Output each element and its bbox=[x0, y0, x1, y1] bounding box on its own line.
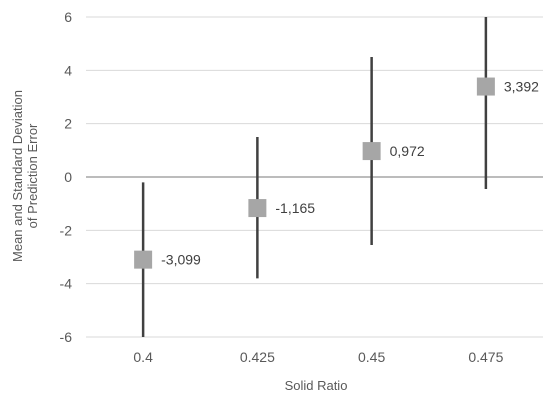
gridlines bbox=[86, 16, 543, 338]
mean-marker bbox=[362, 142, 381, 161]
y-tick-label: 2 bbox=[64, 116, 72, 132]
y-tick-label: -2 bbox=[60, 222, 73, 238]
x-tick-label: 0.425 bbox=[240, 349, 275, 365]
data-label: 3,392 bbox=[504, 79, 539, 95]
y-axis-title-line1: Mean and Standard Deviation bbox=[10, 90, 25, 262]
y-axis-title: Mean and Standard Deviation of Predictio… bbox=[10, 90, 40, 262]
y-tick-label: -6 bbox=[60, 329, 73, 345]
mean-marker bbox=[476, 77, 495, 96]
mean-markers bbox=[134, 77, 495, 269]
data-label: -1,165 bbox=[275, 200, 315, 216]
x-tick-label: 0.475 bbox=[468, 349, 503, 365]
y-tick-label: 6 bbox=[64, 9, 72, 25]
x-tick-labels: 0.4 0.425 0.45 0.475 bbox=[133, 349, 503, 365]
mean-marker bbox=[134, 250, 153, 269]
y-tick-label: -4 bbox=[60, 276, 73, 292]
x-axis-title: Solid Ratio bbox=[285, 378, 348, 393]
y-tick-label: 0 bbox=[64, 169, 72, 185]
data-label: 0,972 bbox=[390, 143, 425, 159]
y-axis-title-line2: of Prediction Error bbox=[25, 123, 40, 228]
data-labels: -3,099 -1,165 0,972 3,392 bbox=[161, 79, 539, 268]
data-label: -3,099 bbox=[161, 252, 201, 268]
y-tick-labels: 6 4 2 0 -2 -4 -6 bbox=[60, 9, 73, 345]
y-tick-label: 4 bbox=[64, 62, 72, 78]
x-tick-label: 0.45 bbox=[358, 349, 385, 365]
mean-marker bbox=[248, 199, 267, 218]
x-tick-label: 0.4 bbox=[133, 349, 153, 365]
